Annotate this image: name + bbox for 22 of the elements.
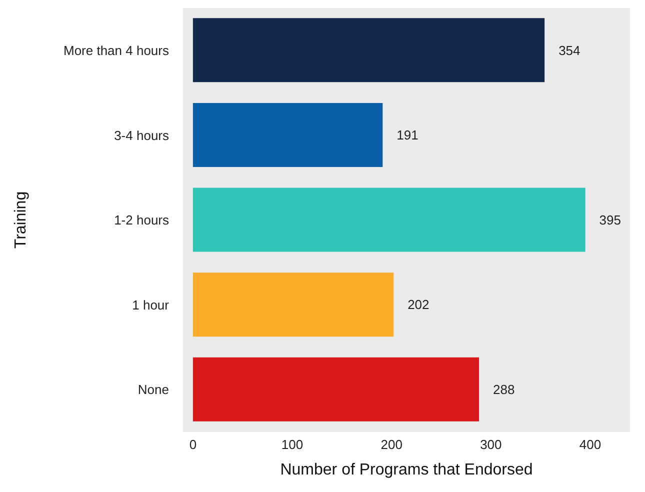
bar (192, 272, 394, 337)
x-tick-label: 300 (480, 437, 502, 452)
y-tick-label: 1-2 hours (114, 212, 170, 228)
y-tick-label: 1 hour (132, 297, 170, 312)
x-tick-label: 400 (579, 437, 602, 452)
bar (192, 18, 545, 82)
x-tick-label: 0 (189, 437, 197, 452)
y-tick-label: None (138, 382, 169, 398)
x-axis-title: Number of Programs that Endorsed (280, 461, 533, 478)
y-axis-title: Training (12, 191, 30, 249)
bar (192, 188, 586, 252)
data-label: 191 (396, 128, 418, 143)
x-tick-label: 100 (281, 437, 304, 452)
y-tick-label: More than 4 hours (63, 43, 170, 58)
bar (192, 357, 480, 422)
x-tick-label: 200 (380, 437, 402, 452)
y-tick-label: 3-4 hours (114, 128, 170, 143)
bar (192, 102, 383, 167)
data-label: 354 (558, 42, 580, 58)
data-label: 202 (408, 297, 430, 312)
data-label: 395 (599, 212, 622, 228)
data-label: 288 (493, 382, 515, 397)
